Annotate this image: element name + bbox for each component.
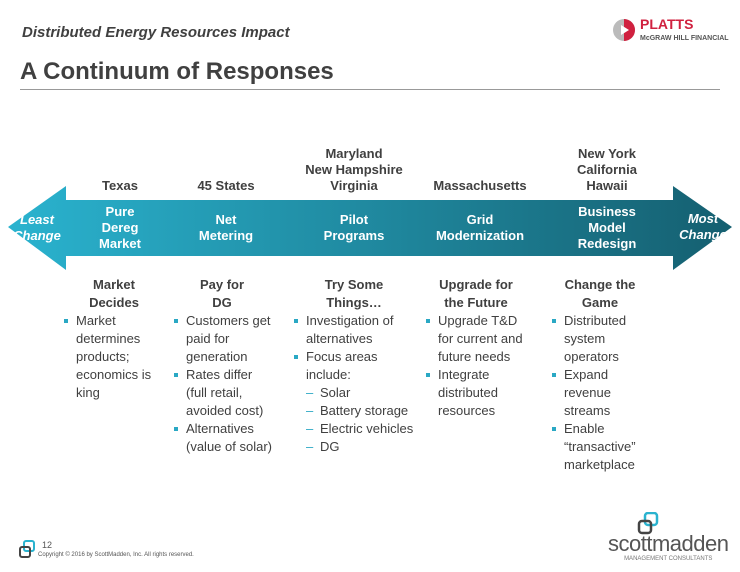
platts-logo: PLATTS McGRAW HILL FINANCIAL: [612, 14, 732, 48]
bullet-item: Alternatives (value of solar): [172, 420, 272, 456]
slide-title: A Continuum of Responses: [20, 58, 334, 85]
bullet-item: Rates differ (full retail, avoided cost): [172, 366, 272, 420]
bullet-item: Solar: [292, 384, 416, 402]
state-name: 45 States: [197, 178, 255, 193]
most-change-label: Most Change: [679, 211, 727, 242]
scottmadden-logo: scottmadden MANAGEMENT CONSULTANTS: [608, 512, 729, 562]
scottmadden-mini-icon: [19, 540, 35, 558]
column-heading: Pay for DG: [199, 277, 245, 310]
response-type-label: Pure Dereg Market: [99, 204, 141, 251]
platts-play-icon: [613, 19, 635, 41]
slide-subtitle: Distributed Energy Resources Impact: [22, 24, 290, 41]
response-column: Upgrade for the Future Upgrade T&D for cur…: [424, 276, 528, 420]
column-heading: Upgrade for the Future: [439, 277, 513, 310]
column-heading: Change the Game: [564, 277, 636, 310]
response-column: Try Some Things… Investigation of alternat…: [292, 276, 416, 456]
column-states: Massachusetts: [433, 178, 526, 194]
bullet-item: Battery storage: [292, 402, 416, 420]
bullet-item: Enable “transactive” marketplace: [550, 420, 650, 474]
title-divider: [20, 89, 720, 90]
bullet-item: Focus areas include:: [292, 348, 416, 384]
state-name: Massachusetts: [433, 178, 527, 193]
state-name: New York: [577, 146, 637, 161]
continuum-arrow: [8, 186, 732, 270]
bullet-item: Upgrade T&D for current and future needs: [424, 312, 528, 366]
scottmadden-wordmark: scottmadden: [608, 531, 729, 556]
response-column: Change the Game Distributed system operato…: [550, 276, 650, 474]
platts-subtitle: McGRAW HILL FINANCIAL: [640, 35, 729, 42]
platts-wordmark: PLATTS: [640, 16, 694, 32]
copyright: Copyright © 2016 by ScottMadden, Inc. Al…: [38, 552, 194, 558]
state-name: California: [577, 162, 637, 177]
response-type-label: Grid Modernization: [435, 212, 525, 243]
column-states: 45 States: [197, 178, 254, 194]
column-heading: Try Some Things…: [324, 277, 384, 310]
bullet-item: Market determines products; economics is…: [62, 312, 166, 402]
column-states: Maryland New Hampshire Virginia: [305, 146, 403, 194]
column-states: Texas: [102, 178, 138, 194]
state-name: Virginia: [330, 178, 378, 193]
state-name: Hawaii: [586, 178, 628, 193]
scottmadden-tagline: MANAGEMENT CONSULTANTS: [624, 556, 713, 562]
least-change-label: Least Change: [13, 212, 61, 243]
column-states: New York California Hawaii: [577, 146, 637, 194]
bullet-item: Distributed system operators: [550, 312, 650, 366]
bullet-item: Investigation of alternatives: [292, 312, 416, 348]
response-type-label: Pilot Programs: [323, 212, 385, 243]
state-name: Maryland: [325, 146, 383, 161]
page-number: 12: [42, 540, 53, 550]
response-type-label: Business Model Redesign: [577, 204, 637, 251]
state-name: Texas: [102, 178, 138, 193]
column-heading: Market Decides: [89, 277, 139, 310]
bullet-item: Expand revenue streams: [550, 366, 650, 420]
bullet-item: Electric vehicles: [292, 420, 416, 438]
bullet-item: DG: [292, 438, 416, 456]
response-column: Pay for DG Customers get paid for generati…: [172, 276, 272, 456]
state-name: New Hampshire: [305, 162, 403, 177]
response-column: Market Decides Market determines products;…: [62, 276, 166, 402]
response-type-label: Net Metering: [198, 212, 254, 243]
bullet-item: Integrate distributed resources: [424, 366, 528, 420]
scottmadden-icon: [637, 512, 659, 535]
bullet-item: Customers get paid for generation: [172, 312, 272, 366]
